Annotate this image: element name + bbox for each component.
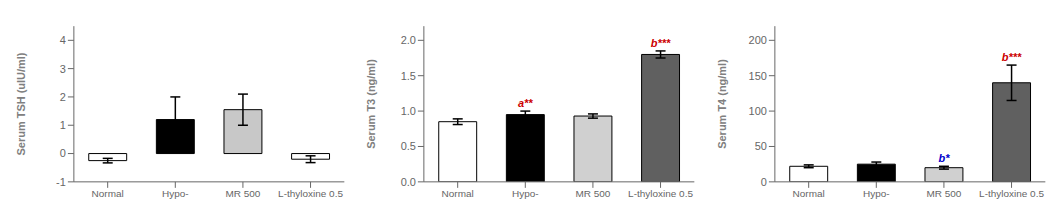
svg-text:150: 150	[748, 70, 766, 82]
svg-text:4: 4	[60, 34, 66, 46]
svg-text:100: 100	[748, 105, 766, 117]
svg-text:Serum TSH (uIU/ml): Serum TSH (uIU/ml)	[15, 52, 27, 155]
svg-text:Normal: Normal	[442, 188, 474, 199]
svg-text:b***: b***	[1001, 51, 1021, 63]
svg-text:Serum T4 (ng/ml): Serum T4 (ng/ml)	[716, 59, 728, 149]
svg-text:b***: b***	[651, 37, 671, 49]
svg-text:0.0: 0.0	[401, 176, 416, 188]
svg-text:MR 500: MR 500	[576, 188, 611, 199]
svg-text:0.5: 0.5	[401, 140, 416, 152]
svg-text:Hypo-: Hypo-	[512, 188, 539, 199]
svg-text:1: 1	[60, 119, 66, 131]
svg-text:2.0: 2.0	[401, 34, 416, 46]
svg-text:-1: -1	[56, 176, 66, 188]
svg-text:1.5: 1.5	[401, 70, 416, 82]
svg-text:Serum T3 (ng/ml): Serum T3 (ng/ml)	[365, 59, 377, 149]
svg-text:MR 500: MR 500	[225, 188, 260, 199]
svg-text:MR 500: MR 500	[926, 188, 961, 199]
svg-text:b*: b*	[938, 152, 950, 164]
svg-text:0: 0	[760, 176, 766, 188]
svg-text:Normal: Normal	[92, 188, 124, 199]
svg-text:50: 50	[754, 140, 766, 152]
svg-text:L-thyloxine 0.5: L-thyloxine 0.5	[979, 188, 1044, 199]
svg-text:3: 3	[60, 63, 66, 75]
svg-text:L-thyloxine 0.5: L-thyloxine 0.5	[628, 188, 693, 199]
svg-text:Normal: Normal	[792, 188, 824, 199]
svg-text:2: 2	[60, 91, 66, 103]
svg-text:200: 200	[748, 34, 766, 46]
svg-text:Hypo-: Hypo-	[863, 188, 890, 199]
svg-text:0: 0	[60, 147, 66, 159]
svg-text:1.0: 1.0	[401, 105, 416, 117]
svg-text:Hypo-: Hypo-	[162, 188, 189, 199]
svg-text:a**: a**	[518, 97, 533, 109]
svg-text:L-thyloxine 0.5: L-thyloxine 0.5	[278, 188, 343, 199]
